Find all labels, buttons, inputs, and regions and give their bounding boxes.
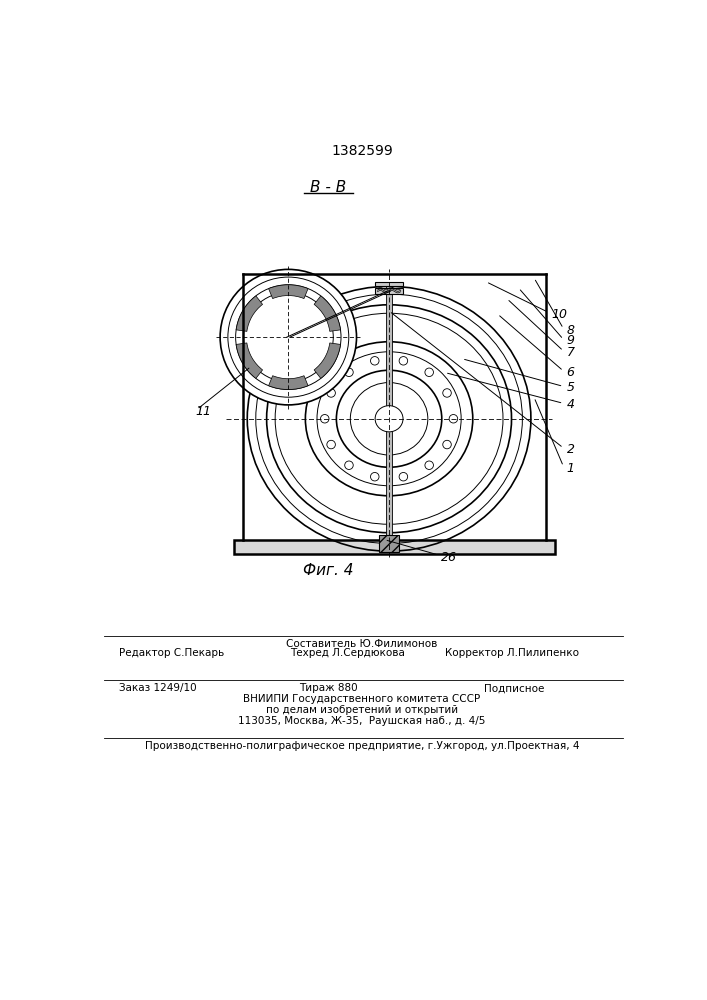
Circle shape: [425, 368, 433, 377]
Text: 5: 5: [566, 381, 575, 394]
Circle shape: [345, 461, 354, 469]
Text: 1382599: 1382599: [331, 144, 393, 158]
Text: Фиг. 4: Фиг. 4: [303, 563, 354, 578]
Text: 1: 1: [566, 462, 575, 475]
Circle shape: [399, 357, 408, 365]
Text: ВНИИПИ Государственного комитета СССР: ВНИИПИ Государственного комитета СССР: [243, 694, 481, 704]
Wedge shape: [314, 296, 341, 331]
Circle shape: [449, 415, 457, 423]
Text: 26: 26: [441, 551, 457, 564]
Text: Подписное: Подписное: [484, 683, 544, 693]
Circle shape: [370, 357, 379, 365]
Text: 8: 8: [566, 324, 575, 337]
Text: 7: 7: [566, 346, 575, 359]
Wedge shape: [236, 343, 262, 378]
Wedge shape: [236, 296, 262, 331]
Circle shape: [443, 440, 451, 449]
Text: по делам изобретений и открытий: по делам изобретений и открытий: [266, 705, 458, 715]
Text: Производственно-полиграфическое предприятие, г.Ужгород, ул.Проектная, 4: Производственно-полиграфическое предприя…: [145, 741, 579, 751]
Bar: [375, 282, 403, 286]
Circle shape: [220, 269, 356, 405]
Text: Редактор С.Пекарь: Редактор С.Пекарь: [119, 648, 225, 658]
Circle shape: [370, 472, 379, 481]
Circle shape: [345, 368, 354, 377]
Text: В - В: В - В: [310, 180, 346, 195]
Circle shape: [425, 461, 433, 469]
Wedge shape: [314, 343, 341, 378]
Wedge shape: [269, 376, 308, 389]
Text: Корректор Л.Пилипенко: Корректор Л.Пилипенко: [445, 648, 579, 658]
Text: Составитель Ю.Филимонов: Составитель Ю.Филимонов: [286, 639, 438, 649]
Text: Техред Л.Сердюкова: Техред Л.Сердюкова: [290, 648, 404, 658]
Text: 10: 10: [551, 308, 567, 321]
Text: 11: 11: [195, 405, 211, 418]
Text: Заказ 1249/10: Заказ 1249/10: [119, 683, 197, 693]
Bar: [386, 284, 392, 550]
Circle shape: [327, 389, 335, 397]
Circle shape: [327, 440, 335, 449]
Bar: [375, 288, 403, 294]
Wedge shape: [269, 285, 308, 299]
Ellipse shape: [375, 406, 403, 432]
Text: 113035, Москва, Ж-35,  Раушская наб., д. 4/5: 113035, Москва, Ж-35, Раушская наб., д. …: [238, 716, 486, 726]
Text: Тираж 880: Тираж 880: [299, 683, 358, 693]
Circle shape: [320, 415, 329, 423]
Bar: [379, 535, 399, 552]
Circle shape: [399, 472, 408, 481]
Text: 6: 6: [566, 366, 575, 379]
Circle shape: [443, 389, 451, 397]
Text: 9: 9: [566, 334, 575, 347]
Text: 2: 2: [566, 443, 575, 456]
Bar: [234, 540, 555, 554]
Text: 4: 4: [566, 398, 575, 411]
